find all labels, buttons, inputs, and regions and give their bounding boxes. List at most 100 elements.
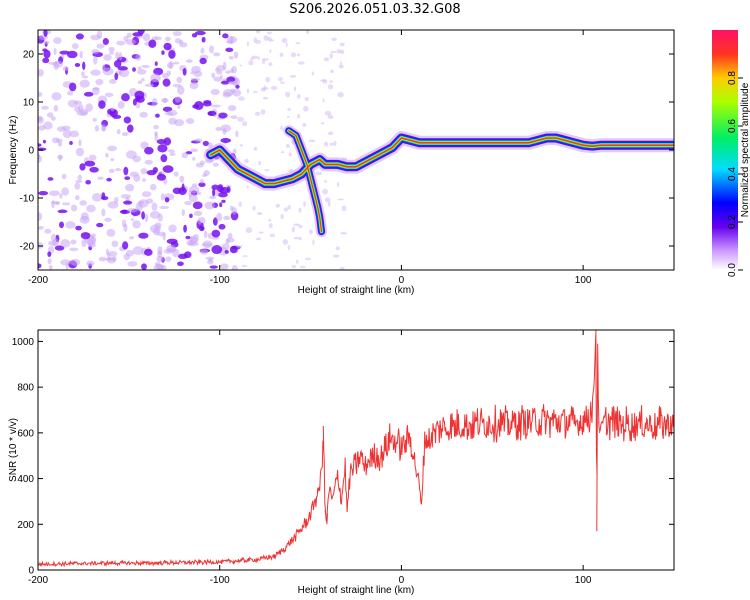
noise-blob: [331, 37, 337, 42]
noise-blob: [315, 171, 323, 176]
noise-blob: [79, 163, 86, 171]
spectrogram-x-tick-label: 0: [399, 275, 405, 286]
noise-blob: [164, 197, 170, 203]
noise-blob: [135, 54, 142, 61]
noise-blob: [88, 154, 97, 161]
noise-blob: [38, 92, 43, 97]
noise-blob: [293, 236, 300, 240]
noise-blob: [256, 211, 263, 216]
noise-blob: [144, 83, 154, 87]
noise-blob: [269, 233, 276, 238]
noise-blob: [111, 240, 119, 248]
noise-blob: [91, 49, 100, 55]
noise-blob: [312, 239, 315, 246]
noise-blob: [202, 101, 212, 107]
noise-blob: [149, 210, 161, 219]
noise-blob: [54, 245, 65, 251]
noise-blob: [107, 201, 119, 209]
noise-blob: [220, 137, 231, 143]
noise-blob: [144, 248, 153, 256]
snr-y-tick-label: 1000: [12, 337, 35, 348]
noise-blob: [337, 198, 344, 201]
noise-blob: [264, 169, 270, 172]
noise-blob: [52, 238, 59, 247]
noise-blob: [162, 165, 174, 173]
noise-blob: [261, 58, 269, 61]
noise-blob: [228, 56, 234, 60]
spectrogram-x-tick-label: 100: [575, 275, 592, 286]
noise-blob: [229, 245, 238, 254]
noise-blob: [96, 222, 104, 228]
noise-blob: [189, 81, 199, 90]
noise-blob: [168, 224, 177, 233]
noise-blob: [152, 166, 159, 173]
noise-blob: [116, 129, 121, 135]
noise-blob: [162, 78, 171, 87]
colorbar-tick-label: 0.6: [727, 119, 738, 133]
noise-blob: [104, 217, 112, 222]
snr-y-tick-label: 0: [28, 566, 34, 577]
noise-blob: [330, 69, 334, 74]
noise-blob: [155, 113, 160, 118]
noise-blob: [191, 33, 198, 38]
noise-blob: [135, 202, 143, 212]
noise-blob: [79, 79, 90, 88]
noise-blob: [232, 148, 237, 154]
noise-blob: [333, 140, 337, 147]
noise-blob: [108, 168, 115, 174]
noise-blob: [53, 104, 59, 112]
spectral-branch: [288, 130, 323, 233]
noise-blob: [275, 203, 280, 208]
noise-blob: [120, 194, 132, 199]
noise-blob: [101, 192, 106, 200]
snr-x-tick-label: 100: [575, 575, 592, 586]
noise-blob: [225, 70, 231, 74]
noise-blob: [179, 175, 185, 183]
noise-blob: [253, 37, 258, 43]
noise-blob: [116, 40, 126, 46]
noise-blob: [50, 200, 61, 205]
noise-blob: [174, 119, 185, 127]
noise-blob: [260, 109, 266, 115]
noise-blob: [43, 40, 50, 45]
noise-blob: [185, 59, 193, 64]
noise-blob: [327, 114, 334, 119]
noise-blob: [235, 244, 243, 248]
noise-blob: [115, 51, 120, 60]
noise-blob: [296, 94, 301, 99]
noise-blob: [38, 69, 44, 77]
noise-blob: [124, 176, 131, 181]
noise-blob: [323, 141, 329, 147]
colorbar-tick-label: 0.0: [727, 263, 738, 277]
noise-blob: [322, 98, 325, 103]
noise-blob: [177, 85, 185, 95]
noise-blob: [252, 205, 256, 211]
noise-blob: [132, 246, 144, 255]
noise-blob: [235, 84, 240, 89]
noise-blob: [283, 207, 288, 212]
noise-blob: [98, 256, 107, 262]
noise-blob: [43, 121, 53, 130]
noise-blob: [61, 125, 71, 131]
noise-blob: [153, 81, 159, 86]
snr-y-tick-label: 200: [17, 520, 34, 531]
noise-blob: [191, 65, 201, 74]
noise-blob: [118, 68, 130, 78]
noise-blob: [269, 49, 272, 53]
noise-blob: [177, 105, 181, 109]
noise-blob: [220, 80, 230, 85]
noise-blob: [80, 71, 85, 76]
noise-blob: [339, 266, 345, 270]
noise-blob: [282, 239, 289, 245]
noise-blob: [167, 149, 175, 153]
noise-blob: [154, 132, 159, 142]
noise-blob: [174, 96, 182, 103]
noise-blob: [145, 198, 154, 204]
noise-blob: [156, 173, 167, 181]
noise-blob: [203, 230, 208, 238]
chart-title: S206.2026.051.03.32.G08: [289, 2, 461, 17]
noise-blob: [53, 37, 62, 44]
noise-blob: [304, 96, 309, 102]
noise-blob: [53, 60, 64, 68]
